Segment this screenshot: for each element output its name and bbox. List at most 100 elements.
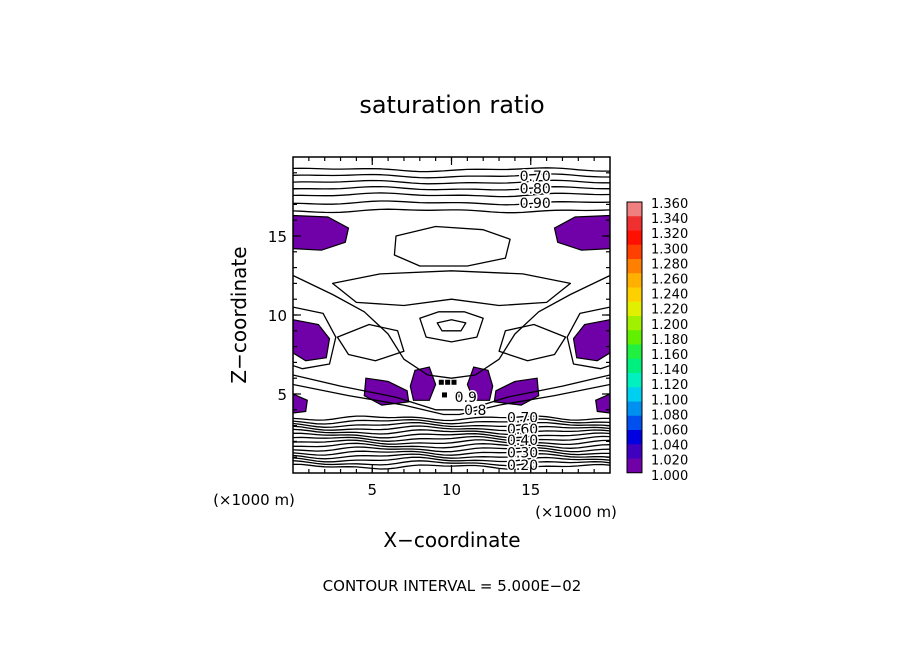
contour-label-3: 0.9 [455, 390, 477, 406]
contour-line-2 [293, 179, 610, 185]
colorbar-swatch-17 [627, 444, 642, 459]
colorbar-label-15: 1.060 [651, 424, 688, 439]
contour-line-17 [293, 428, 610, 436]
contour-line-4 [293, 192, 610, 198]
contour-line-31 [293, 374, 610, 411]
contour-line-13 [293, 442, 610, 449]
colorbar-swatch-4 [627, 259, 642, 274]
contour-line-18 [293, 425, 610, 432]
contour-line-23 [331, 270, 572, 307]
contour-line-29 [293, 306, 337, 370]
contour-line-26 [498, 323, 567, 362]
small-cell-1 [445, 379, 451, 385]
contour-line-32 [293, 383, 610, 416]
colorbar-label-5: 1.260 [651, 273, 688, 288]
contour-label-6: 0.60 [507, 422, 538, 438]
colorbar-label-0: 1.360 [651, 197, 688, 212]
colorbar-label-9: 1.180 [651, 333, 688, 348]
colorbar-label-4: 1.280 [651, 257, 688, 272]
contour-labels: 0.700.800.900.90.8 0.700.600.400.300.20 [453, 167, 552, 475]
colorbar-swatch-7 [627, 301, 642, 317]
y-tick-label-0: 5 [277, 386, 287, 404]
contour-line-30 [566, 306, 610, 370]
x-unit-label: (×1000 m) [213, 491, 295, 509]
colorbar-swatch-12 [627, 373, 642, 388]
colorbar-label-7: 1.220 [651, 303, 688, 318]
plot-area: 0.700.800.900.90.8 0.700.600.400.300.20 5… [268, 156, 611, 499]
supersaturated-region-0 [293, 214, 350, 251]
colorbar-swatch-18 [627, 458, 642, 474]
colorbar-label-10: 1.160 [651, 348, 688, 363]
x-axis-label: X−coordinate [383, 528, 520, 552]
colorbar-swatch-2 [627, 230, 642, 246]
colorbar-label-6: 1.240 [651, 288, 688, 303]
supersaturated-region-2 [293, 319, 331, 362]
contour-line-0 [293, 167, 610, 173]
axis-ticks [293, 157, 610, 473]
contour-line-19 [293, 421, 610, 428]
colorbar-swatch-11 [627, 358, 642, 374]
contour-line-24 [293, 274, 610, 379]
axis-tick-labels: 5 10 15 5 10 15 [268, 228, 540, 499]
supersaturated-region-9 [595, 393, 610, 414]
colorbar-swatch-0 [627, 202, 642, 217]
small-cell-2 [451, 379, 457, 385]
contour-line-14 [293, 439, 610, 446]
contour-line-11 [293, 449, 610, 456]
colorbar-swatch-1 [627, 216, 642, 231]
small-cell-0 [438, 379, 444, 385]
contour-line-5 [293, 200, 610, 206]
supersaturated-region-3 [572, 319, 610, 362]
small-cell-4 [454, 392, 460, 398]
y-tick-label-2: 15 [268, 228, 287, 246]
contour-line-25 [336, 323, 405, 362]
contour-line-28 [436, 319, 467, 332]
colorbar-swatch-10 [627, 344, 642, 360]
contour-lines [293, 167, 610, 470]
contour-line-8 [293, 460, 610, 467]
contour-line-9 [293, 456, 610, 463]
supersaturated-region-8 [293, 393, 308, 414]
x-tick-label-2: 15 [521, 481, 540, 499]
contour-line-12 [293, 446, 610, 453]
colorbar-frame [626, 201, 643, 474]
contour-line-1 [293, 173, 610, 179]
colorbar-swatch-6 [627, 287, 642, 303]
contour-line-20 [293, 418, 610, 425]
colorbar-label-3: 1.300 [651, 242, 688, 257]
colorbar-label-1: 1.340 [651, 212, 688, 227]
chart-title: saturation ratio [359, 91, 544, 119]
contour-line-6 [293, 208, 610, 214]
colorbar-swatch-3 [627, 244, 642, 260]
contour-line-16 [293, 432, 610, 439]
supersaturation-filled-regions [293, 214, 610, 414]
colorbar-swatch-9 [627, 330, 642, 345]
contour-label-7: 0.40 [507, 433, 538, 449]
supersaturated-region-1 [553, 214, 610, 251]
colorbar-swatch-15 [627, 415, 642, 431]
contour-label-0: 0.70 [520, 169, 551, 185]
colorbar-swatch-13 [627, 387, 642, 402]
colorbar-label-11: 1.140 [651, 363, 688, 378]
contour-label-1: 0.80 [520, 182, 551, 198]
colorbar-label-16: 1.040 [651, 439, 688, 454]
colorbar-swatch-8 [627, 316, 642, 331]
x-tick-label-0: 5 [367, 481, 377, 499]
contour-line-15 [293, 435, 610, 442]
colorbar-label-17: 1.020 [651, 454, 688, 469]
contour-label-9: 0.20 [507, 458, 538, 474]
contour-label-4: 0.8 [464, 403, 486, 419]
colorbar-swatch-16 [627, 430, 642, 445]
y-axis-label: Z−coordinate [227, 246, 251, 383]
x-tick-label-1: 10 [442, 481, 461, 499]
contour-line-21 [293, 415, 610, 422]
contour-label-2: 0.90 [520, 196, 551, 212]
colorbar-swatch-5 [627, 273, 642, 288]
contour-line-3 [293, 185, 610, 191]
contour-label-5: 0.70 [507, 411, 538, 427]
contour-line-27 [419, 311, 484, 343]
small-cell-3 [441, 392, 447, 398]
colorbar-label-18: 1.000 [651, 469, 688, 484]
y-tick-label-1: 10 [268, 307, 287, 325]
